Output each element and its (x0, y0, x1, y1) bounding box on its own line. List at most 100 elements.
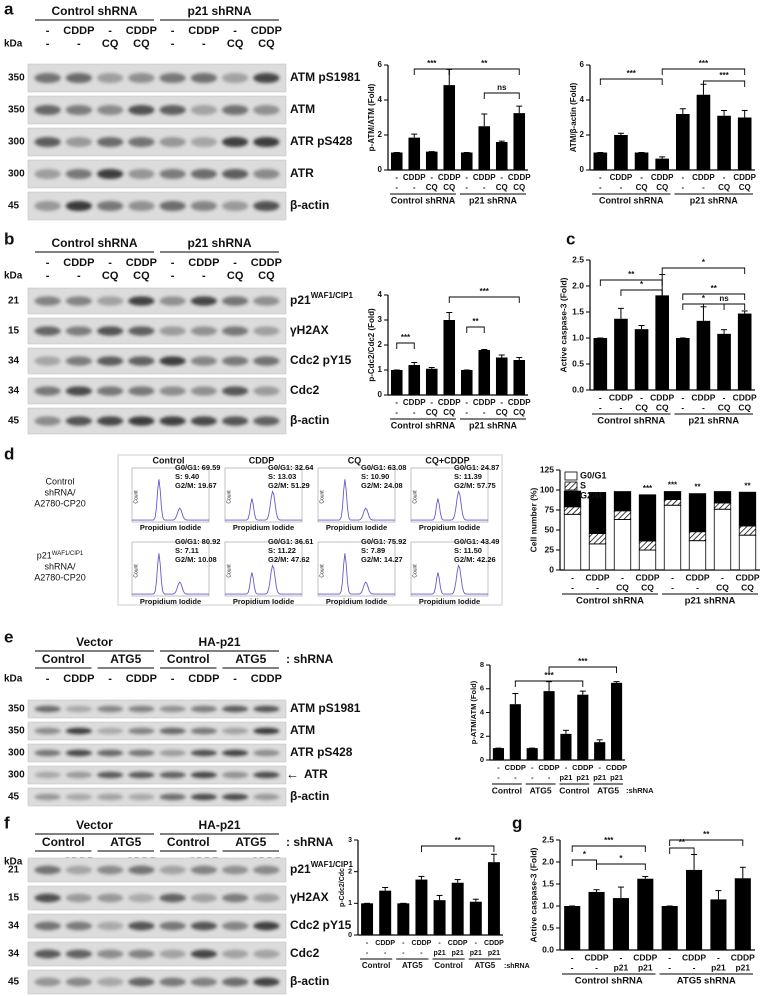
y-tick-label: 2 (378, 130, 383, 139)
group-suffix: :shRNA (626, 786, 654, 795)
bar (425, 151, 438, 170)
flow-stat: S: 7.11 (175, 546, 199, 555)
kda-marker: 45 (8, 201, 20, 212)
x-tick-label: - (420, 950, 423, 957)
band-label: Cdc2 (290, 383, 320, 397)
blot-band (34, 893, 61, 903)
flow-x-label: Propidium Iodide (419, 523, 480, 532)
x-tick-label: CDDP (733, 392, 757, 402)
blot-band (222, 893, 249, 903)
blot-band (65, 727, 92, 735)
significance-bracket (661, 68, 746, 75)
flow-row-label: Control (45, 476, 74, 486)
panel-label: e (4, 627, 13, 646)
bar (478, 126, 491, 170)
blot-band (34, 705, 61, 713)
annotation: *** (699, 59, 709, 68)
blot-band (34, 793, 61, 801)
x-tick-label: CDDP (448, 940, 468, 947)
blot-band (34, 865, 61, 875)
legend-swatch (564, 491, 578, 501)
x-tick-label: - (531, 763, 534, 772)
blot-band (253, 72, 280, 84)
blot-band (190, 921, 217, 931)
blot-band (222, 793, 249, 801)
panel-label: f (4, 813, 10, 832)
blot-band (97, 793, 124, 801)
bar (637, 878, 654, 950)
blot-band (159, 921, 186, 931)
x-tick-label: CDDP (572, 763, 593, 772)
blot-band (97, 200, 124, 212)
x-tick-label: - (514, 773, 517, 782)
flow-stat: G2/M: 47.62 (268, 555, 310, 564)
header-label: ATG5 (235, 835, 266, 849)
y-axis-label: Cell number (%) (528, 487, 538, 552)
lane-label: - (108, 25, 112, 37)
flow-column-title: CQ+CDDP (425, 455, 469, 465)
x-tick-label: - (668, 952, 671, 962)
blot-strip (27, 765, 287, 785)
flow-plot (317, 541, 396, 597)
group-label: ATG5 (530, 785, 552, 795)
y-tick-label: 1.0 (572, 332, 584, 342)
blot-band (128, 977, 155, 987)
flow-stat: S: 10.90 (361, 472, 389, 481)
group-label: ATG5 (597, 785, 619, 795)
bar (478, 350, 491, 395)
y-tick-label: 25 (545, 544, 555, 554)
header-label: p21 shRNA (187, 236, 251, 250)
group-label: p21 shRNA (685, 596, 736, 607)
y-tick-label: 0.5 (572, 358, 584, 368)
kda-marker: 45 (8, 416, 20, 427)
blot-band (190, 865, 217, 875)
flow-histogram (132, 479, 209, 521)
blot-band (97, 865, 124, 875)
blot-strip (27, 699, 287, 719)
band-label: β-actin (290, 789, 329, 803)
y-tick-label: 4 (580, 95, 585, 104)
flow-row-label: shRNA/ (44, 487, 76, 497)
x-tick-label: - (395, 183, 398, 192)
blot-band (159, 771, 186, 779)
blot-band (65, 104, 92, 116)
x-tick-label: CQ (738, 402, 751, 412)
x-tick-label: - (620, 402, 623, 412)
blot-band (97, 296, 124, 306)
bar-segment (563, 506, 582, 515)
blot-band (159, 296, 186, 306)
x-tick-label: - (395, 398, 398, 407)
flow-x-label: Propidium Iodide (419, 597, 480, 606)
blot-band (190, 104, 217, 116)
group-label: p21 shRNA (469, 195, 518, 205)
panel-label: g (512, 813, 522, 832)
x-tick-label: - (483, 183, 486, 192)
blot-band (190, 727, 217, 735)
lane-label: CDDP (188, 25, 219, 37)
x-tick-label: CDDP (375, 940, 395, 947)
header-label: Vector (76, 818, 113, 832)
y-tick-label: 3 (378, 315, 383, 324)
blot-band (34, 416, 61, 426)
blot-band (65, 865, 92, 875)
bar-segment (588, 543, 607, 571)
x-tick-label: - (702, 402, 705, 412)
blot-band (253, 705, 280, 713)
x-tick-label: CQ (636, 183, 648, 192)
x-tick-label: CDDP (585, 952, 609, 962)
flow-plot (317, 467, 396, 523)
blot-band (253, 749, 280, 757)
annotation: ** (703, 830, 710, 839)
lane-label: CDDP (63, 257, 94, 269)
blot-band (253, 356, 280, 366)
bar-segment (588, 492, 607, 534)
blot-band (97, 136, 124, 148)
flow-row-label: A2780-CP20 (34, 498, 86, 508)
significance-bracket (413, 68, 450, 75)
x-tick-label: p21 (638, 962, 653, 972)
flow-x-label: Propidium Iodide (140, 523, 201, 532)
x-tick-label: CQ (443, 183, 455, 192)
annotation: * (702, 258, 706, 267)
blot-band (34, 296, 61, 306)
blot-band (128, 949, 155, 959)
